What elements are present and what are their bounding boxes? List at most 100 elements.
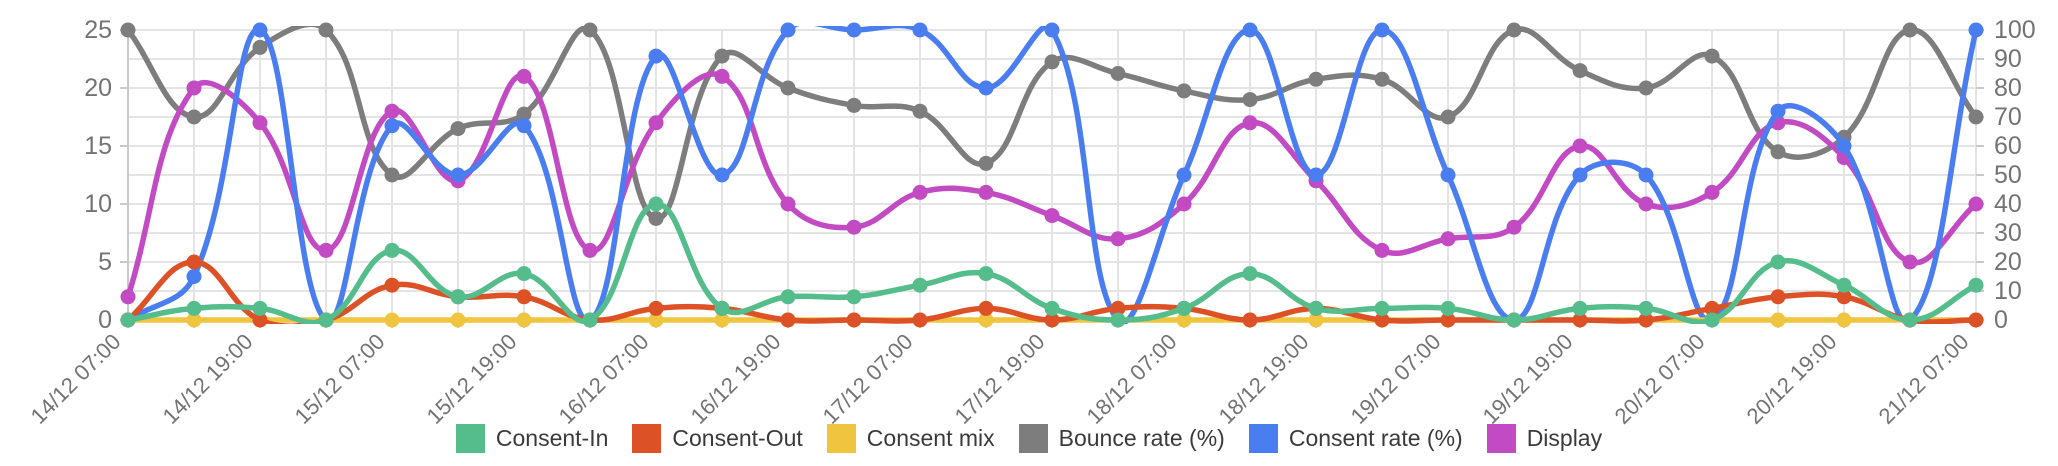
legend-item-bounce-rate[interactable]: Bounce rate (%)	[1018, 424, 1225, 453]
data-point-consent-in[interactable]	[1506, 312, 1522, 328]
data-point-display[interactable]	[1176, 196, 1192, 212]
data-point-display[interactable]	[1704, 184, 1720, 200]
data-point-consent-out[interactable]	[1044, 312, 1060, 328]
data-point-consent-in[interactable]	[582, 312, 598, 328]
data-point-display[interactable]	[780, 196, 796, 212]
data-point-consent-in[interactable]	[186, 300, 202, 316]
data-point-consent-rate[interactable]	[186, 269, 202, 284]
data-point-consent-in[interactable]	[516, 266, 532, 282]
data-point-consent-in[interactable]	[1968, 277, 1984, 293]
data-point-consent-in[interactable]	[1836, 277, 1852, 293]
data-point-consent-out[interactable]	[846, 312, 862, 328]
data-point-consent-rate[interactable]	[1374, 22, 1390, 38]
data-point-consent-in[interactable]	[120, 312, 136, 328]
data-point-consent-out[interactable]	[1968, 312, 1984, 328]
data-point-consent-rate[interactable]	[1770, 103, 1786, 119]
data-point-bounce-rate[interactable]	[714, 48, 730, 64]
data-point-consent-rate[interactable]	[1044, 22, 1060, 38]
data-point-display[interactable]	[1440, 231, 1456, 247]
data-point-display[interactable]	[648, 115, 664, 131]
data-point-bounce-rate[interactable]	[1044, 54, 1060, 70]
data-point-consent-rate[interactable]	[1836, 138, 1852, 154]
data-point-consent-rate[interactable]	[714, 167, 730, 183]
data-point-consent-in[interactable]	[1704, 312, 1720, 328]
data-point-consent-out[interactable]	[1572, 312, 1588, 328]
data-point-consent-out[interactable]	[1638, 312, 1654, 328]
data-point-consent-mix[interactable]	[1770, 312, 1786, 328]
data-point-consent-rate[interactable]	[1242, 22, 1258, 38]
data-point-consent-out[interactable]	[1704, 300, 1720, 316]
data-point-bounce-rate[interactable]	[384, 167, 400, 183]
legend-item-consent-out[interactable]: Consent-Out	[632, 424, 803, 453]
data-point-bounce-rate[interactable]	[186, 109, 202, 125]
data-point-display[interactable]	[1110, 231, 1126, 247]
data-point-display[interactable]	[582, 242, 598, 258]
data-point-consent-mix[interactable]	[516, 312, 532, 328]
data-point-consent-rate[interactable]	[648, 48, 664, 64]
data-point-bounce-rate[interactable]	[1572, 63, 1588, 79]
data-point-consent-in[interactable]	[1374, 300, 1390, 316]
data-point-consent-in[interactable]	[1770, 254, 1786, 270]
data-point-consent-in[interactable]	[1044, 300, 1060, 316]
data-point-consent-in[interactable]	[648, 196, 664, 212]
data-point-consent-rate[interactable]	[780, 22, 796, 38]
data-point-consent-rate[interactable]	[516, 118, 532, 134]
data-point-display[interactable]	[318, 242, 334, 258]
data-point-consent-rate[interactable]	[1440, 167, 1456, 183]
data-point-consent-in[interactable]	[1572, 300, 1588, 316]
data-point-bounce-rate[interactable]	[1770, 144, 1786, 160]
data-point-display[interactable]	[978, 184, 994, 200]
data-point-consent-rate[interactable]	[1638, 167, 1654, 183]
data-point-consent-rate[interactable]	[450, 167, 466, 183]
data-point-consent-out[interactable]	[384, 277, 400, 293]
data-point-display[interactable]	[1044, 208, 1060, 224]
legend-item-display[interactable]: Display	[1486, 424, 1602, 453]
data-point-consent-in[interactable]	[1638, 300, 1654, 316]
data-point-consent-mix[interactable]	[1176, 312, 1192, 328]
data-point-bounce-rate[interactable]	[912, 103, 928, 119]
data-point-consent-in[interactable]	[1242, 266, 1258, 282]
data-point-consent-in[interactable]	[780, 289, 796, 305]
data-point-consent-out[interactable]	[978, 300, 994, 316]
legend-item-consent-rate[interactable]: Consent rate (%)	[1248, 424, 1463, 453]
data-point-bounce-rate[interactable]	[780, 80, 796, 96]
data-point-display[interactable]	[516, 68, 532, 84]
data-point-display[interactable]	[252, 115, 268, 131]
data-point-consent-mix[interactable]	[1836, 312, 1852, 328]
data-point-bounce-rate[interactable]	[120, 22, 136, 38]
data-point-consent-mix[interactable]	[186, 312, 202, 328]
data-point-bounce-rate[interactable]	[450, 121, 466, 137]
data-point-bounce-rate[interactable]	[846, 97, 862, 113]
data-point-display[interactable]	[912, 184, 928, 200]
data-point-consent-out[interactable]	[186, 254, 202, 270]
data-point-consent-rate[interactable]	[846, 22, 862, 38]
data-point-bounce-rate[interactable]	[318, 22, 334, 38]
data-point-consent-out[interactable]	[1110, 300, 1126, 316]
data-point-display[interactable]	[120, 289, 136, 305]
data-point-consent-out[interactable]	[1440, 312, 1456, 328]
data-point-display[interactable]	[1572, 138, 1588, 154]
data-point-consent-in[interactable]	[1176, 300, 1192, 316]
data-point-bounce-rate[interactable]	[1506, 22, 1522, 38]
data-point-consent-out[interactable]	[648, 300, 664, 316]
data-point-consent-out[interactable]	[912, 312, 928, 328]
data-point-bounce-rate[interactable]	[1374, 71, 1390, 87]
data-point-display[interactable]	[846, 219, 862, 235]
data-point-consent-rate[interactable]	[1308, 167, 1324, 183]
data-point-display[interactable]	[1968, 196, 1984, 212]
data-point-bounce-rate[interactable]	[648, 211, 664, 226]
data-point-consent-mix[interactable]	[450, 312, 466, 328]
data-point-consent-rate[interactable]	[1572, 167, 1588, 183]
data-point-display[interactable]	[186, 80, 202, 96]
data-point-consent-in[interactable]	[252, 300, 268, 316]
data-point-consent-in[interactable]	[714, 300, 730, 316]
data-point-bounce-rate[interactable]	[516, 106, 532, 122]
data-point-bounce-rate[interactable]	[1968, 109, 1984, 125]
data-point-bounce-rate[interactable]	[1176, 83, 1192, 99]
data-point-consent-rate[interactable]	[1176, 167, 1192, 183]
data-point-consent-out[interactable]	[1836, 289, 1852, 305]
data-point-bounce-rate[interactable]	[1638, 80, 1654, 96]
data-point-consent-out[interactable]	[780, 312, 796, 328]
data-point-consent-in[interactable]	[1110, 312, 1126, 328]
data-point-consent-mix[interactable]	[1308, 312, 1324, 328]
